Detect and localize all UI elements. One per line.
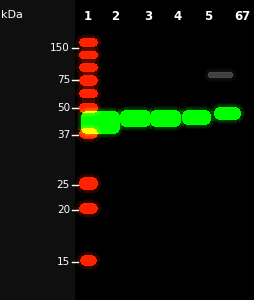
Text: 6: 6 [233, 10, 241, 23]
Text: 15: 15 [57, 257, 70, 267]
Text: 3: 3 [143, 10, 151, 23]
Text: 50: 50 [57, 103, 70, 113]
Text: 1: 1 [84, 10, 92, 23]
Text: 20: 20 [57, 205, 70, 215]
Text: 150: 150 [50, 43, 70, 53]
Text: 2: 2 [110, 10, 119, 23]
Text: 4: 4 [173, 10, 181, 23]
Text: 25: 25 [57, 180, 70, 190]
Text: 5: 5 [203, 10, 211, 23]
Text: 7: 7 [240, 10, 248, 23]
Text: kDa: kDa [1, 10, 23, 20]
Text: 37: 37 [57, 130, 70, 140]
Text: 75: 75 [57, 75, 70, 85]
